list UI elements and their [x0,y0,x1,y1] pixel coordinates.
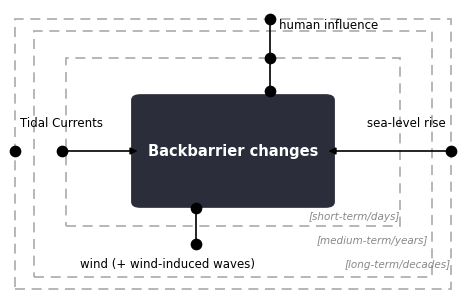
Text: [short-term/days]: [short-term/days] [308,212,400,222]
Text: Backbarrier changes: Backbarrier changes [148,143,318,159]
Text: Tidal Currents: Tidal Currents [20,117,103,130]
Point [192,205,199,210]
Point [58,149,65,153]
Point [192,241,199,246]
Text: [medium-term/years]: [medium-term/years] [316,236,427,246]
Text: [long-term/decades]: [long-term/decades] [344,260,451,270]
Point [447,149,454,153]
Point [12,149,19,153]
FancyBboxPatch shape [131,94,335,208]
Text: human influence: human influence [279,19,378,32]
Point [267,17,274,22]
Text: wind (+ wind-induced waves): wind (+ wind-induced waves) [80,258,255,271]
Text: sea-level rise: sea-level rise [367,117,446,130]
Point [267,89,274,94]
Point [267,56,274,61]
